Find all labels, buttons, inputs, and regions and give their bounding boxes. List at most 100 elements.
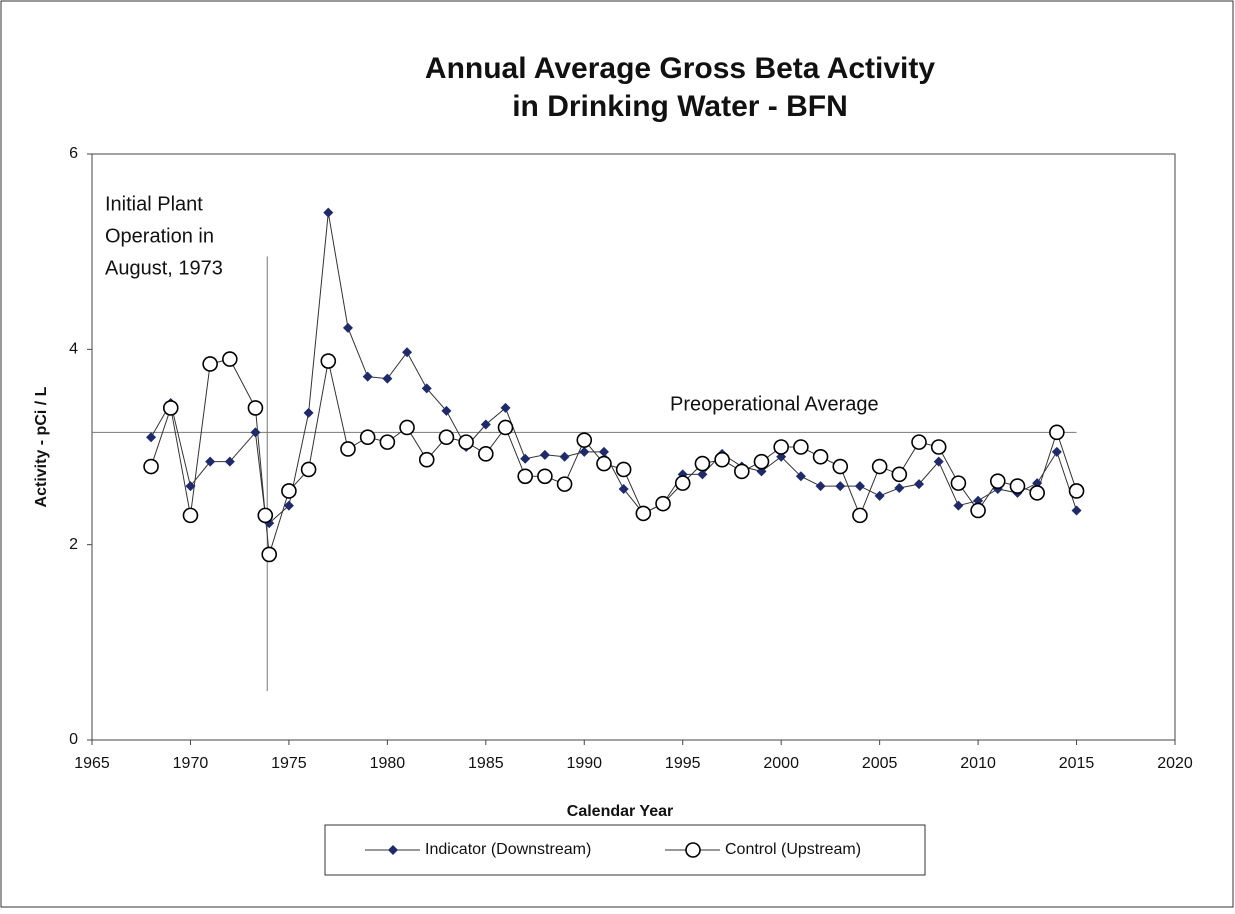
marker xyxy=(894,483,905,494)
reference-label: Preoperational Average xyxy=(670,394,879,416)
marker xyxy=(421,383,432,394)
marker xyxy=(953,500,964,511)
marker xyxy=(852,507,868,524)
marker xyxy=(950,475,967,491)
marker xyxy=(815,481,826,492)
marker xyxy=(596,455,612,472)
marker xyxy=(480,419,491,430)
marker xyxy=(714,451,730,468)
y-tick-label: 2 xyxy=(69,536,78,553)
legend-label: Control (Upstream) xyxy=(725,841,861,858)
marker xyxy=(418,451,435,468)
marker xyxy=(891,466,908,483)
marker xyxy=(1071,505,1082,516)
marker xyxy=(441,405,452,416)
marker xyxy=(674,475,691,491)
marker xyxy=(185,481,196,492)
marker xyxy=(320,353,337,369)
marker xyxy=(250,427,261,438)
marker xyxy=(162,400,179,416)
marker xyxy=(835,481,846,492)
marker xyxy=(793,439,809,455)
y-tick-label: 6 xyxy=(69,145,78,162)
marker xyxy=(697,469,708,480)
marker xyxy=(812,448,829,465)
marker xyxy=(146,432,157,443)
x-tick-label: 1970 xyxy=(173,755,209,772)
marker xyxy=(379,434,396,450)
marker xyxy=(871,458,888,475)
marker xyxy=(559,451,570,462)
legend xyxy=(324,824,926,876)
chart-title: Annual Average Gross Beta Activity xyxy=(425,52,935,85)
annotation: Initial Plant xyxy=(105,193,203,215)
marker xyxy=(685,842,701,858)
marker xyxy=(202,356,218,372)
marker xyxy=(537,468,553,485)
x-tick-label: 1995 xyxy=(665,755,701,772)
x-tick-label: 2015 xyxy=(1059,755,1095,772)
marker xyxy=(283,500,294,511)
x-axis-label: Calendar Year xyxy=(567,803,673,820)
annotation: August, 1973 xyxy=(105,257,223,279)
x-tick-label: 1975 xyxy=(271,755,307,772)
marker xyxy=(1029,485,1045,501)
marker xyxy=(795,471,806,482)
marker xyxy=(556,476,573,492)
y-axis-label: Activity - pCi / L xyxy=(33,386,50,507)
marker xyxy=(402,347,413,358)
marker xyxy=(854,481,865,492)
marker xyxy=(303,407,314,418)
marker xyxy=(458,434,474,450)
x-tick-label: 1990 xyxy=(566,755,602,772)
marker xyxy=(933,456,944,467)
marker xyxy=(497,419,514,436)
marker xyxy=(598,446,609,457)
marker xyxy=(1051,446,1062,457)
marker xyxy=(914,479,925,490)
marker xyxy=(615,461,632,478)
plot-area xyxy=(91,153,1176,741)
x-tick-label: 1980 xyxy=(370,755,406,772)
marker xyxy=(539,449,550,460)
marker xyxy=(342,322,353,333)
x-tick-label: 2005 xyxy=(862,755,898,772)
legend-label: Indicator (Downstream) xyxy=(425,841,591,858)
marker xyxy=(362,371,373,382)
marker xyxy=(874,490,885,501)
marker xyxy=(832,458,849,475)
marker xyxy=(257,507,274,524)
annotation: Operation in xyxy=(105,225,214,247)
x-tick-label: 2000 xyxy=(763,755,799,772)
marker xyxy=(655,495,671,512)
x-tick-label: 1965 xyxy=(74,755,110,772)
y-tick-label: 0 xyxy=(69,731,78,748)
marker xyxy=(635,505,652,522)
x-tick-label: 1985 xyxy=(468,755,504,772)
marker xyxy=(500,402,511,413)
marker xyxy=(517,468,534,485)
marker xyxy=(911,434,927,450)
series-line xyxy=(150,212,1078,524)
x-tick-label: 2010 xyxy=(960,755,996,772)
marker xyxy=(753,453,770,470)
marker xyxy=(205,456,216,467)
marker xyxy=(1049,424,1065,441)
marker xyxy=(359,429,376,446)
marker xyxy=(261,546,278,563)
marker xyxy=(399,419,415,436)
marker xyxy=(247,400,264,416)
marker xyxy=(281,483,297,499)
marker xyxy=(388,845,398,855)
marker xyxy=(222,351,238,367)
marker xyxy=(618,483,629,494)
marker xyxy=(438,429,455,446)
marker xyxy=(773,439,789,455)
marker xyxy=(576,432,593,448)
x-tick-label: 2020 xyxy=(1157,755,1193,772)
marker xyxy=(382,373,393,384)
marker xyxy=(930,439,947,455)
marker xyxy=(579,446,590,457)
marker xyxy=(143,458,159,475)
